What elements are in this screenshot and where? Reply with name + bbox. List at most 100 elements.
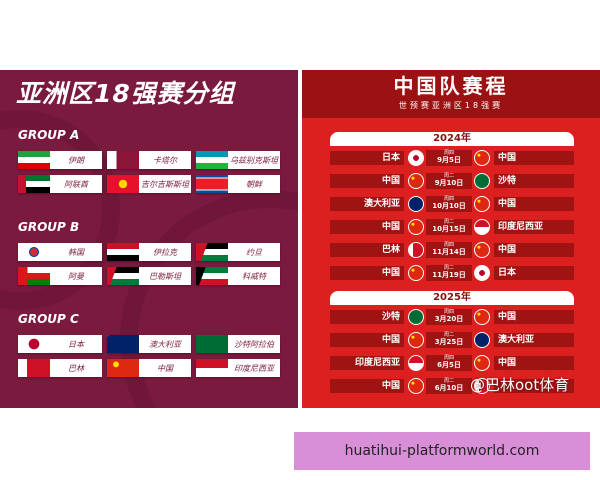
- team-name: 韩国: [68, 247, 84, 257]
- team-name: 印度尼西亚: [234, 363, 274, 373]
- home-flag-icon: [408, 173, 424, 189]
- flag-icon: [107, 267, 139, 285]
- watermark: @巴林oot体育: [470, 376, 570, 394]
- home-flag-icon: [408, 150, 424, 166]
- flag-icon: [107, 175, 139, 193]
- match-row: 澳大利亚 周四 10月10日 中国: [330, 196, 574, 212]
- home-team: 澳大利亚: [330, 197, 404, 211]
- match-date: 周四 9月5日: [426, 150, 472, 166]
- group-label: GROUP A: [18, 128, 80, 142]
- away-team: 中国: [494, 356, 574, 370]
- home-flag-icon: [408, 265, 424, 281]
- match-date: 周四 11月14日: [426, 242, 472, 258]
- team-name: 科威特: [242, 271, 266, 281]
- match-date: 周四 3月20日: [426, 309, 472, 325]
- website-link[interactable]: huatihui-platformworld.com: [294, 432, 590, 470]
- weekday: 周四: [443, 196, 454, 202]
- flag-icon: [107, 335, 139, 353]
- team-cell: 印度尼西亚: [196, 359, 280, 377]
- team-name: 巴林: [68, 363, 84, 373]
- match-date: 周二 6月10日: [426, 378, 472, 394]
- away-team: 澳大利亚: [494, 333, 574, 347]
- match-date: 周四 10月10日: [426, 196, 472, 212]
- team-name: 中国: [157, 363, 173, 373]
- match-row: 印度尼西亚 周四 6月5日 中国: [330, 355, 574, 371]
- date: 3月25日: [434, 338, 464, 346]
- away-flag-icon: [474, 173, 490, 189]
- team-cell: 约旦: [196, 243, 280, 261]
- home-team: 中国: [330, 266, 404, 280]
- match-row: 中国 周二 6月10日: [330, 378, 574, 394]
- home-team: 中国: [330, 333, 404, 347]
- team-name: 澳大利亚: [149, 339, 181, 349]
- team-cell: 伊朗: [18, 151, 102, 169]
- team-name: 阿联酋: [64, 179, 88, 189]
- weekday: 周二: [443, 265, 454, 271]
- flag-icon: [18, 243, 50, 261]
- team-name: 伊拉克: [153, 247, 177, 257]
- match-row: 中国 周二 3月25日 澳大利亚: [330, 332, 574, 348]
- group-label: GROUP C: [18, 312, 79, 326]
- date: 11月19日: [432, 271, 466, 279]
- flag-icon: [107, 243, 139, 261]
- year-header: 2025年: [330, 291, 574, 305]
- away-team: 中国: [494, 310, 574, 324]
- flag-icon: [196, 359, 228, 377]
- flag-icon: [196, 151, 228, 169]
- weekday: 周二: [443, 378, 454, 384]
- home-flag-icon: [408, 378, 424, 394]
- flag-icon: [18, 335, 50, 353]
- team-name: 阿曼: [68, 271, 84, 281]
- away-flag-icon: [474, 355, 490, 371]
- schedule-title: 中国队赛程: [393, 74, 509, 98]
- away-team: 中国: [494, 151, 574, 165]
- weekday: 周二: [443, 173, 454, 179]
- date: 9月10日: [434, 179, 464, 187]
- match-row: 沙特 周四 3月20日 中国: [330, 309, 574, 325]
- away-team: 中国: [494, 197, 574, 211]
- match-date: 周二 11月19日: [426, 265, 472, 281]
- team-name: 巴勒斯坦: [149, 271, 181, 281]
- flag-icon: [196, 267, 228, 285]
- team-cell: 巴勒斯坦: [107, 267, 191, 285]
- away-flag-icon: [474, 219, 490, 235]
- home-team: 沙特: [330, 310, 404, 324]
- away-flag-icon: [474, 309, 490, 325]
- away-team: [494, 379, 574, 393]
- home-flag-icon: [408, 309, 424, 325]
- flag-icon: [18, 267, 50, 285]
- match-row: 中国 周二 11月19日 日本: [330, 265, 574, 281]
- away-team: 日本: [494, 266, 574, 280]
- team-name: 朝鲜: [246, 179, 262, 189]
- home-team: 巴林: [330, 243, 404, 257]
- weekday: 周四: [443, 355, 454, 361]
- match-date: 周二 3月25日: [426, 332, 472, 348]
- team-cell: 澳大利亚: [107, 335, 191, 353]
- away-team: 中国: [494, 243, 574, 257]
- weekday: 周二: [443, 332, 454, 338]
- group-label: GROUP B: [18, 220, 80, 234]
- team-cell: 伊拉克: [107, 243, 191, 261]
- team-name: 沙特阿拉伯: [234, 339, 274, 349]
- year-header: 2024年: [330, 132, 574, 146]
- match-row: 中国 周二 9月10日 沙特: [330, 173, 574, 189]
- flag-icon: [107, 151, 139, 169]
- team-name: 卡塔尔: [153, 155, 177, 165]
- flag-icon: [196, 175, 228, 193]
- home-team: 中国: [330, 174, 404, 188]
- team-cell: 中国: [107, 359, 191, 377]
- team-name: 吉尔吉斯斯坦: [141, 179, 189, 189]
- home-team: 中国: [330, 379, 404, 393]
- date: 10月10日: [432, 202, 466, 210]
- team-cell: 卡塔尔: [107, 151, 191, 169]
- flag-icon: [196, 243, 228, 261]
- home-team: 印度尼西亚: [330, 356, 404, 370]
- home-team: 日本: [330, 151, 404, 165]
- weekday: 周四: [443, 242, 454, 248]
- schedule-header: 中国队赛程 世预赛亚洲区18强赛: [302, 70, 600, 118]
- schedule-subtitle: 世预赛亚洲区18强赛: [398, 101, 504, 110]
- team-cell: 沙特阿拉伯: [196, 335, 280, 353]
- date: 9月5日: [437, 156, 461, 164]
- home-flag-icon: [408, 219, 424, 235]
- match-date: 周二 9月10日: [426, 173, 472, 189]
